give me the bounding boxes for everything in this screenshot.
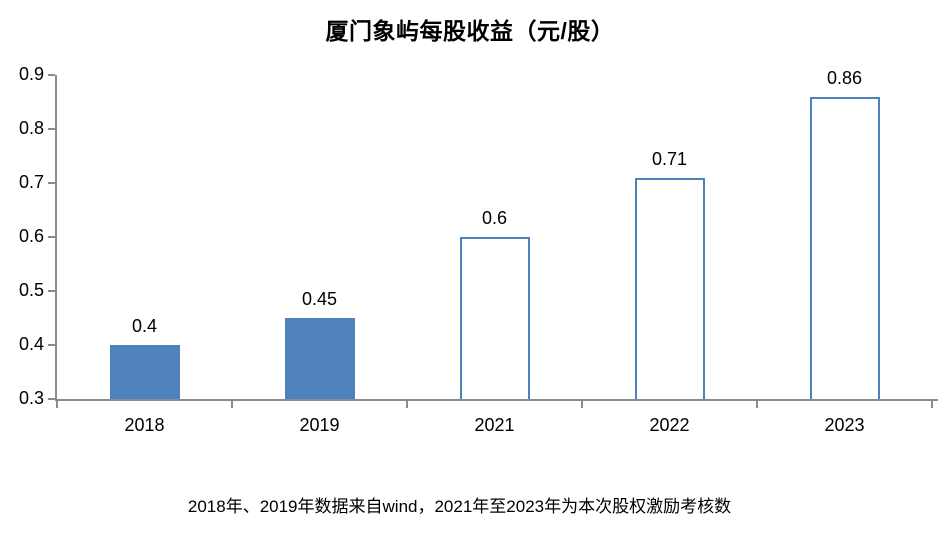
x-axis-category-label: 2018	[124, 415, 165, 435]
y-axis-tick	[48, 182, 55, 184]
y-axis-tick	[48, 398, 55, 400]
x-axis-tick	[56, 401, 58, 408]
bar-value-label: 0.6	[481, 208, 508, 228]
y-axis-tick-label: 0.4	[18, 334, 44, 354]
y-axis-tick	[48, 344, 55, 346]
x-axis-category-label: 2021	[474, 415, 515, 435]
y-axis-tick-label: 0.8	[18, 118, 44, 138]
bar-2019	[284, 318, 355, 399]
x-axis-tick	[231, 401, 233, 408]
x-axis-category-label: 2019	[299, 415, 340, 435]
x-axis-line	[55, 399, 938, 401]
bar-value-label: 0.86	[826, 67, 863, 88]
y-axis-tick-label: 0.3	[18, 388, 44, 408]
y-axis-tick	[48, 128, 55, 130]
bar-2022	[634, 177, 705, 399]
y-axis-tick	[48, 236, 55, 238]
y-axis-tick-label: 0.5	[18, 280, 44, 300]
bar-2021	[459, 237, 530, 399]
y-axis-tick	[48, 74, 55, 76]
x-axis-category-label: 2022	[649, 415, 690, 435]
bar-value-label: 0.45	[301, 289, 338, 309]
bar-value-label: 0.71	[651, 148, 688, 169]
plot-area: 0.9 0.8 0.7 0.6 0.5 0.4 0.3 2018 2019 2021 2022 20…	[19, 64, 938, 435]
x-axis-tick	[756, 401, 758, 408]
y-axis-tick-label: 0.7	[18, 172, 44, 192]
x-axis-category-label: 2023	[824, 415, 865, 435]
y-axis-tick-label: 0.9	[18, 64, 44, 84]
y-axis-line	[55, 75, 57, 401]
x-axis-tick	[931, 401, 933, 408]
chart-title: 厦门象屿每股收益（元/股）	[325, 18, 615, 44]
bar-2018	[109, 345, 180, 399]
x-axis-tick	[581, 401, 583, 408]
y-axis-tick	[48, 290, 55, 292]
y-axis-tick-label: 0.6	[18, 226, 44, 246]
bar-2023	[809, 96, 880, 399]
x-axis-tick	[406, 401, 408, 408]
footnote: 2018年、2019年数据来自wind，2021年至2023年为本次股权激励考核…	[187, 497, 732, 516]
bar-value-label: 0.4	[131, 316, 158, 336]
